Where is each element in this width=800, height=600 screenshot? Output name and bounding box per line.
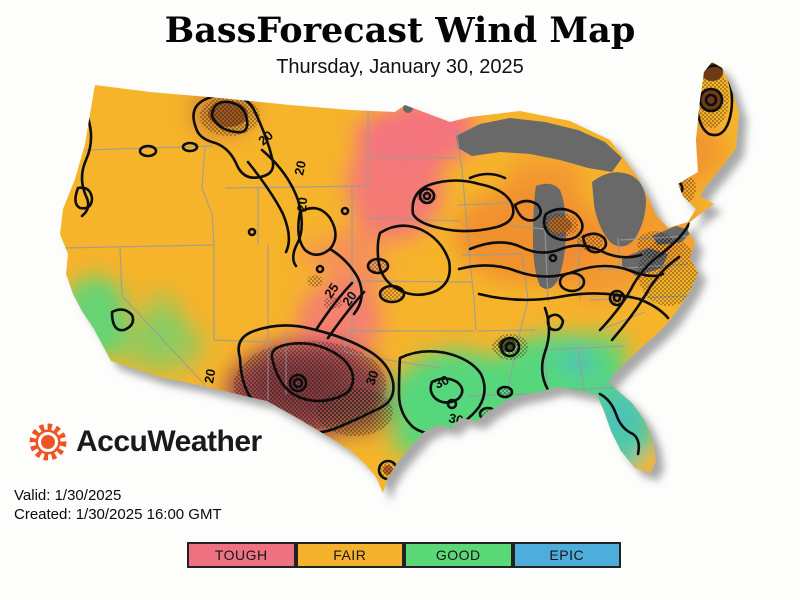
legend-label: FAIR (333, 547, 367, 563)
legend-item-good: GOOD (404, 542, 513, 568)
rating-legend: TOUGH FAIR GOOD EPIC (187, 542, 621, 568)
contour-label: 20 (201, 368, 218, 385)
legend-item-epic: EPIC (512, 542, 621, 568)
legend-label: EPIC (549, 547, 585, 563)
lake-superior (456, 118, 622, 172)
page-title: BassForecast Wind Map (164, 10, 636, 51)
contour-label: 20 (339, 288, 360, 308)
page-subtitle: Thursday, January 30, 2025 (276, 56, 524, 78)
florida-tip-fair-spot (635, 453, 655, 471)
contour-label: 25 (321, 280, 342, 300)
contour-label: 20 (291, 159, 309, 176)
legend-label: GOOD (435, 547, 481, 563)
contour-label: 30 (432, 372, 451, 392)
contour-label: 30 (447, 410, 464, 428)
sun-icon (29, 423, 67, 461)
contour-label: 20 (679, 131, 699, 152)
brand-name: AccuWeather (76, 425, 262, 458)
created-date: Created: 1/30/2025 16:00 GMT (14, 505, 222, 523)
contour-label: 20 (294, 197, 310, 213)
legend-item-fair: FAIR (295, 542, 404, 568)
legend-label: TOUGH (214, 547, 268, 563)
map-body: 20 20 20 25 20 20 30 30 30 20 (60, 62, 739, 493)
map-meta: Valid: 1/30/2025 Created: 1/30/2025 16:0… (14, 487, 222, 525)
valid-date: Valid: 1/30/2025 (14, 487, 122, 504)
contour-label: 30 (363, 369, 382, 387)
legend-item-tough: TOUGH (187, 542, 296, 568)
lake-huron (592, 172, 646, 247)
accuweather-logo: AccuWeather (28, 422, 262, 462)
